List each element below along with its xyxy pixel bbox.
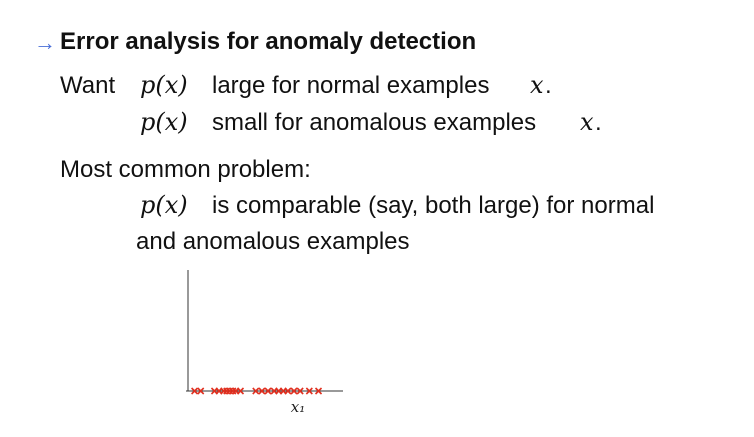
arrow-bullet-icon: → bbox=[34, 30, 56, 55]
data-point-marker bbox=[284, 387, 292, 395]
data-point-marker bbox=[305, 387, 313, 395]
line1-period: . bbox=[545, 72, 552, 99]
data-point-marker bbox=[258, 387, 266, 395]
px-expression-1: p(x) bbox=[140, 71, 188, 99]
anomalous-line: and anomalous examples bbox=[136, 228, 410, 255]
want-label: Want bbox=[60, 72, 116, 99]
data-point-marker bbox=[191, 387, 199, 395]
line2-text: small for anomalous examples bbox=[212, 109, 537, 136]
slide-title: Error analysis for anomaly detection bbox=[60, 28, 477, 55]
data-point-marker bbox=[314, 387, 323, 395]
comparable-text: is comparable (say, both large) for norm… bbox=[212, 192, 655, 219]
line1-x-var: x bbox=[530, 71, 544, 99]
line2-x-var: x bbox=[580, 108, 594, 136]
data-point-marker bbox=[252, 387, 260, 395]
px-expression-2: p(x) bbox=[140, 108, 188, 136]
line1-text: large for normal examples bbox=[212, 72, 490, 99]
data-point-marker bbox=[236, 387, 245, 395]
line2-period: . bbox=[595, 109, 602, 136]
x-axis-label: x₁ bbox=[291, 398, 305, 416]
data-point-marker bbox=[264, 387, 272, 395]
px-expression-3: p(x) bbox=[140, 191, 188, 219]
common-problem-heading: Most common problem: bbox=[60, 156, 311, 183]
data-point-marker bbox=[290, 387, 298, 395]
data-point-marker bbox=[296, 387, 304, 395]
data-point-marker bbox=[197, 387, 205, 395]
